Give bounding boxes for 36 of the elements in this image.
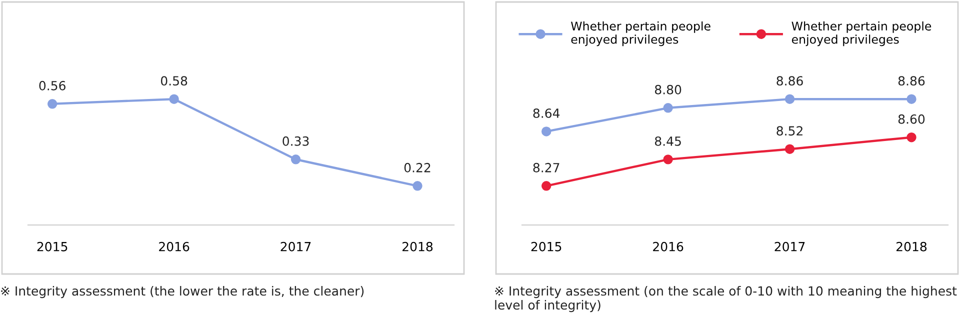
data-label: 8.45 [654, 136, 681, 146]
point [663, 154, 673, 164]
point [784, 94, 795, 104]
point [47, 99, 58, 109]
data-label: 8.86 [898, 76, 925, 86]
point [663, 103, 673, 113]
point [169, 94, 179, 104]
data-label: 0.58 [160, 76, 188, 86]
point [784, 144, 795, 154]
point [906, 132, 916, 142]
x-tick-label: 2018 [402, 242, 433, 252]
x-tick-label: 2017 [774, 242, 805, 252]
point [541, 181, 552, 191]
x-tick-label: 2015 [531, 242, 562, 252]
x-tick-label: 2017 [280, 242, 311, 252]
legend-label: Whether pertain people enjoyed privileges [792, 21, 932, 46]
x-tick-label: 2016 [159, 242, 190, 252]
data-label: 0.33 [282, 136, 309, 146]
data-label: 0.56 [39, 80, 66, 90]
point [541, 126, 552, 136]
data-label: 8.60 [898, 114, 925, 124]
x-tick-label: 2018 [896, 242, 927, 252]
point [906, 94, 916, 104]
data-label: 8.27 [533, 162, 560, 172]
data-label: 8.64 [533, 108, 560, 118]
text: ※ Integrity assessment (the lower the rate is, the cleaner) [1, 286, 364, 298]
point [290, 154, 301, 164]
data-label: 8.80 [654, 84, 682, 94]
point [412, 181, 422, 191]
x-tick-label: 2016 [653, 242, 684, 252]
data-label: 8.52 [776, 126, 802, 136]
legend-label: Whether pertain people enjoyed privileges [571, 21, 710, 46]
text: ※ Integrity assessment (on the scale of 0-10 with 10 meaning the highest level of integrity) [495, 286, 957, 312]
data-label: 8.86 [776, 76, 803, 86]
data-label: 0.22 [404, 162, 430, 172]
x-tick-label: 2015 [37, 242, 68, 252]
